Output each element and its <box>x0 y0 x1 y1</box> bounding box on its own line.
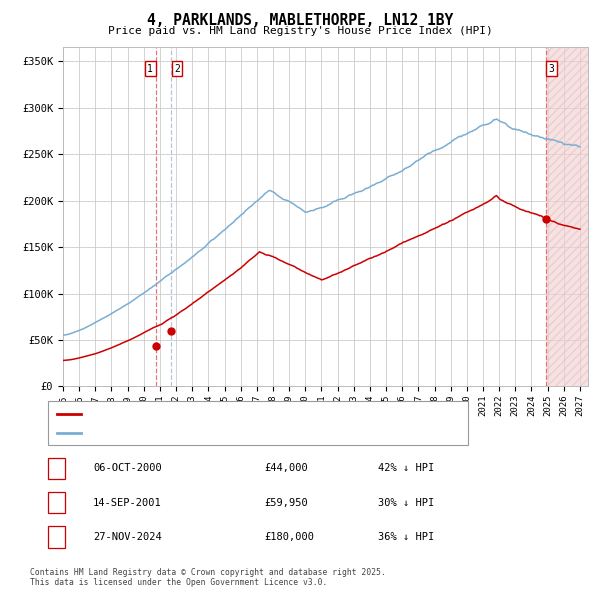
Text: 3: 3 <box>549 64 554 74</box>
Text: £59,950: £59,950 <box>264 498 308 507</box>
Text: 14-SEP-2001: 14-SEP-2001 <box>93 498 162 507</box>
Text: £180,000: £180,000 <box>264 532 314 542</box>
Text: HPI: Average price, detached house, East Lindsey: HPI: Average price, detached house, East… <box>87 428 369 438</box>
Text: 27-NOV-2024: 27-NOV-2024 <box>93 532 162 542</box>
Text: 3: 3 <box>53 532 59 542</box>
Text: 36% ↓ HPI: 36% ↓ HPI <box>378 532 434 542</box>
Text: 4, PARKLANDS, MABLETHORPE, LN12 1BY (detached house): 4, PARKLANDS, MABLETHORPE, LN12 1BY (det… <box>87 409 392 418</box>
Text: 2: 2 <box>174 64 180 74</box>
Text: 06-OCT-2000: 06-OCT-2000 <box>93 464 162 473</box>
Text: Contains HM Land Registry data © Crown copyright and database right 2025.
This d: Contains HM Land Registry data © Crown c… <box>30 568 386 587</box>
Text: Price paid vs. HM Land Registry's House Price Index (HPI): Price paid vs. HM Land Registry's House … <box>107 26 493 36</box>
Text: 1: 1 <box>147 64 153 74</box>
Text: £44,000: £44,000 <box>264 464 308 473</box>
Bar <box>546 42 600 386</box>
Text: 2: 2 <box>53 498 59 507</box>
Text: 4, PARKLANDS, MABLETHORPE, LN12 1BY: 4, PARKLANDS, MABLETHORPE, LN12 1BY <box>147 13 453 28</box>
Text: 30% ↓ HPI: 30% ↓ HPI <box>378 498 434 507</box>
Text: 42% ↓ HPI: 42% ↓ HPI <box>378 464 434 473</box>
Text: 1: 1 <box>53 464 59 473</box>
